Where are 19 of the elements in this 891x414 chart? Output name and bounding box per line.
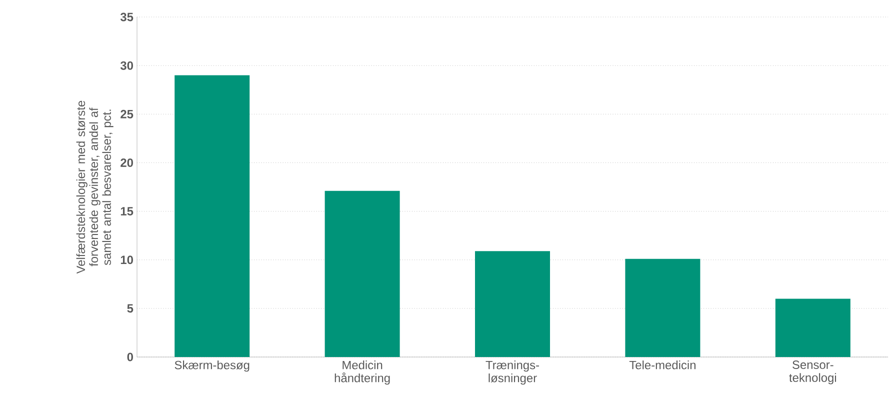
- y-axis-title: Velfærdsteknologier med største forventede gevinster, andel af samlet antal besvarelser, pct.: [76, 100, 114, 274]
- bar: [625, 258, 700, 357]
- y-tick-label: 10: [120, 256, 133, 264]
- y-tick-label: 20: [120, 158, 133, 167]
- y-tick-label: 25: [120, 110, 134, 118]
- bar: [475, 251, 550, 357]
- bar: [324, 190, 400, 357]
- y-tick-label: 5: [127, 304, 134, 313]
- x-tick-label: Medicin håndtering: [334, 360, 390, 385]
- y-tick-label: 15: [120, 207, 134, 216]
- y-tick-label: 35: [120, 12, 134, 22]
- x-tick-label: Trænings-løsninger: [486, 360, 539, 385]
- bar: [775, 298, 850, 357]
- bar: [174, 75, 250, 357]
- x-tick-label: Sensor-teknologi: [789, 360, 836, 384]
- y-tick-label: 30: [120, 61, 133, 70]
- y-tick-label: 0: [127, 352, 133, 362]
- x-tick-label: Tele-medicin: [629, 360, 696, 370]
- x-tick-label: Skærm-besøg: [174, 360, 250, 372]
